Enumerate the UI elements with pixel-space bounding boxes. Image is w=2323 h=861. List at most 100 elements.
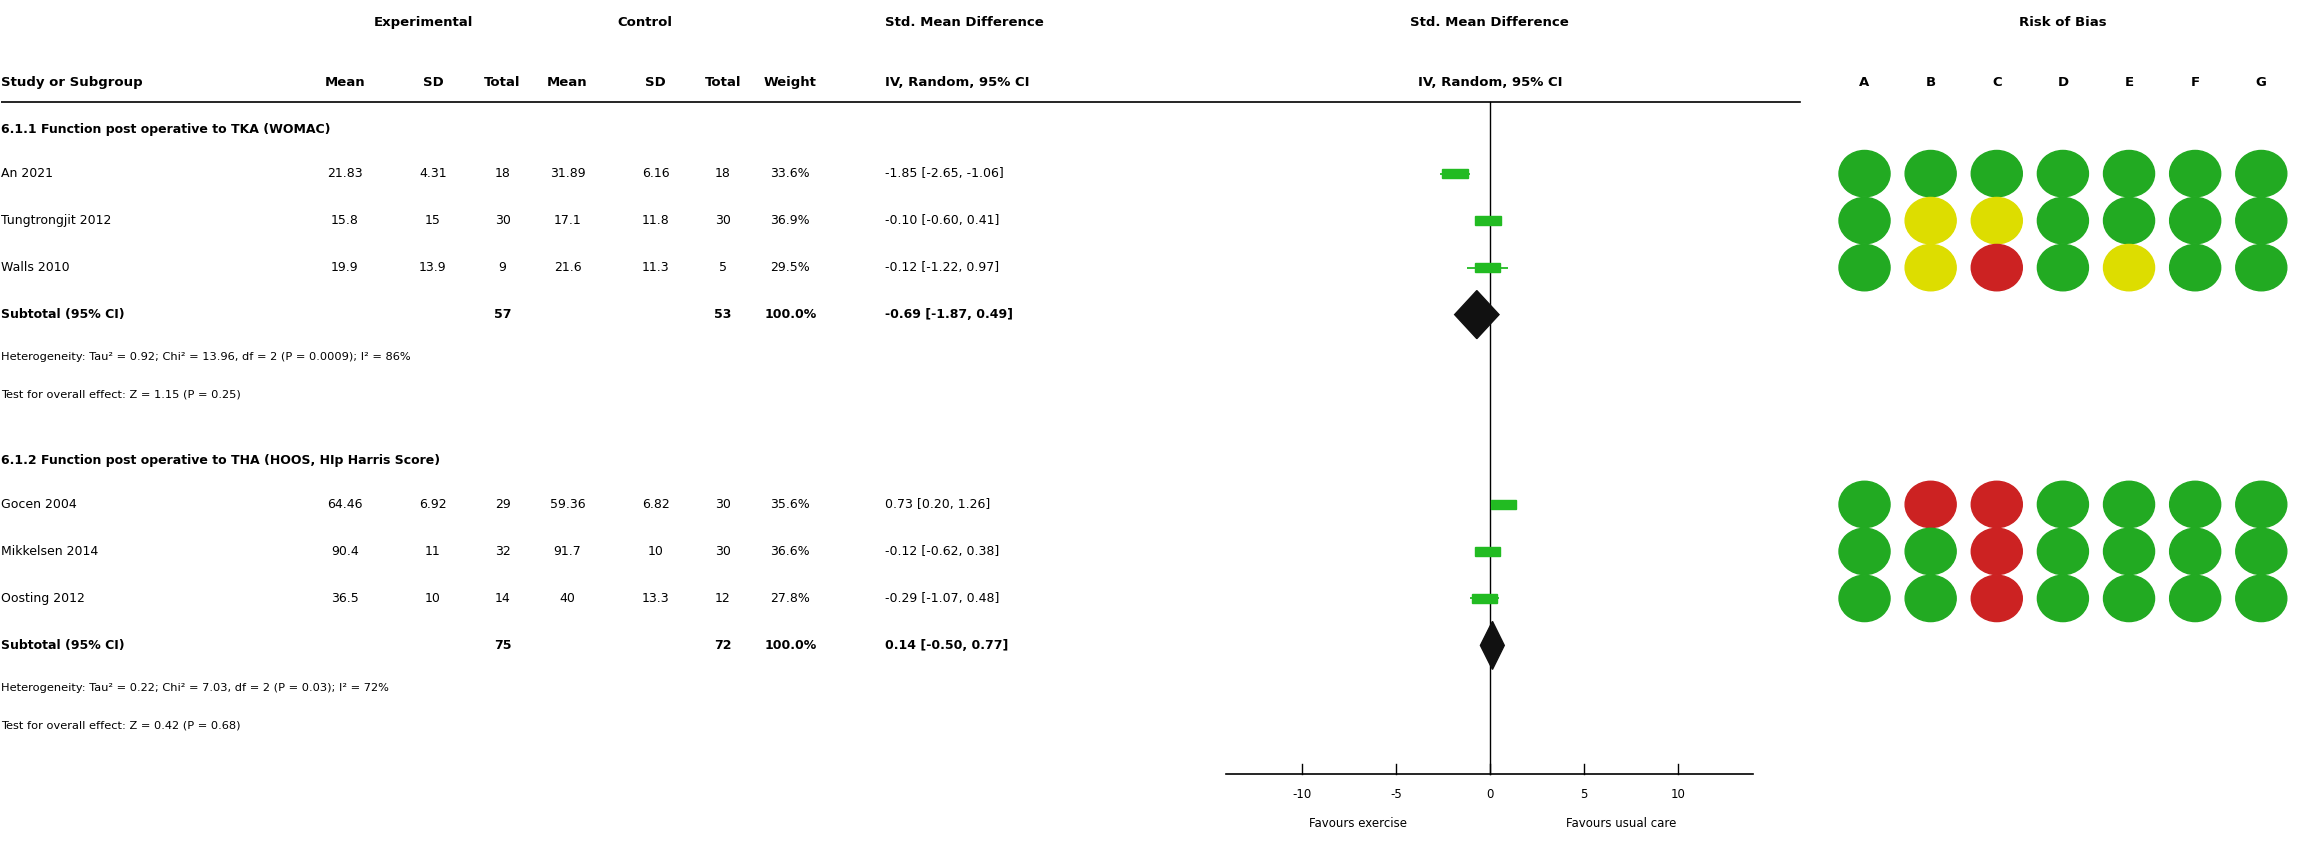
Text: IV, Random, 95% CI: IV, Random, 95% CI xyxy=(1417,77,1561,90)
Ellipse shape xyxy=(2037,151,2088,197)
Text: 57: 57 xyxy=(495,308,511,321)
Text: E: E xyxy=(2126,77,2133,90)
Ellipse shape xyxy=(2105,529,2153,574)
Text: -0.12 [-1.22, 0.97]: -0.12 [-1.22, 0.97] xyxy=(885,261,999,274)
Text: 75: 75 xyxy=(495,639,511,652)
Ellipse shape xyxy=(2170,151,2221,197)
Text: 6.82: 6.82 xyxy=(641,498,669,511)
Text: +: + xyxy=(2258,215,2265,226)
Text: 14: 14 xyxy=(495,592,511,605)
Text: 72: 72 xyxy=(713,639,732,652)
Bar xyxy=(1475,547,1501,556)
Ellipse shape xyxy=(2037,529,2088,574)
Text: 11.3: 11.3 xyxy=(641,261,669,274)
Ellipse shape xyxy=(1840,151,1891,197)
Text: 35.6%: 35.6% xyxy=(771,498,811,511)
Text: 4.31: 4.31 xyxy=(418,167,446,180)
Text: 0: 0 xyxy=(1487,788,1494,801)
Text: 33.6%: 33.6% xyxy=(771,167,811,180)
Text: Test for overall effect: Z = 1.15 (P = 0.25): Test for overall effect: Z = 1.15 (P = 0… xyxy=(2,390,242,400)
Ellipse shape xyxy=(2037,481,2088,528)
Text: Heterogeneity: Tau² = 0.92; Chi² = 13.96, df = 2 (P = 0.0009); I² = 86%: Heterogeneity: Tau² = 0.92; Chi² = 13.96… xyxy=(2,352,411,362)
Ellipse shape xyxy=(1972,197,2023,244)
Text: +: + xyxy=(1861,499,1870,510)
Text: 90.4: 90.4 xyxy=(330,545,358,558)
Text: Walls 2010: Walls 2010 xyxy=(2,261,70,274)
Text: ?: ? xyxy=(2126,263,2133,273)
Text: 18: 18 xyxy=(495,167,511,180)
Ellipse shape xyxy=(2170,245,2221,291)
Polygon shape xyxy=(1454,290,1498,338)
Ellipse shape xyxy=(1905,575,1956,622)
Text: Subtotal (95% CI): Subtotal (95% CI) xyxy=(2,639,125,652)
Text: 19.9: 19.9 xyxy=(330,261,358,274)
Text: +: + xyxy=(1926,593,1935,604)
Text: 29: 29 xyxy=(495,498,511,511)
Text: +: + xyxy=(1926,169,1935,178)
Text: 21.83: 21.83 xyxy=(328,167,362,180)
Text: -1.85 [-2.65, -1.06]: -1.85 [-2.65, -1.06] xyxy=(885,167,1004,180)
Text: -: - xyxy=(1995,593,1998,604)
Ellipse shape xyxy=(1905,197,1956,244)
Ellipse shape xyxy=(1972,151,2023,197)
Text: +: + xyxy=(2058,169,2067,178)
Text: ?: ? xyxy=(1928,215,1933,226)
Text: +: + xyxy=(2258,547,2265,556)
Bar xyxy=(1475,216,1501,226)
Ellipse shape xyxy=(1840,575,1891,622)
Text: +: + xyxy=(2058,593,2067,604)
Ellipse shape xyxy=(1972,481,2023,528)
Ellipse shape xyxy=(1840,481,1891,528)
Text: -0.29 [-1.07, 0.48]: -0.29 [-1.07, 0.48] xyxy=(885,592,999,605)
Text: 21.6: 21.6 xyxy=(553,261,581,274)
Text: +: + xyxy=(2058,215,2067,226)
Ellipse shape xyxy=(1972,529,2023,574)
Ellipse shape xyxy=(2105,575,2153,622)
Text: +: + xyxy=(1861,593,1870,604)
Text: F: F xyxy=(2191,77,2200,90)
Text: 10: 10 xyxy=(425,592,441,605)
Text: 27.8%: 27.8% xyxy=(771,592,811,605)
Text: SD: SD xyxy=(646,77,667,90)
Text: An 2021: An 2021 xyxy=(2,167,53,180)
Text: D: D xyxy=(2058,77,2067,90)
Ellipse shape xyxy=(2235,575,2286,622)
Text: 53: 53 xyxy=(713,308,732,321)
Text: +: + xyxy=(1993,169,2000,178)
Text: +: + xyxy=(1861,169,1870,178)
Text: B: B xyxy=(1926,77,1935,90)
Text: -: - xyxy=(1995,547,1998,556)
Text: 13.9: 13.9 xyxy=(418,261,446,274)
Bar xyxy=(1443,169,1468,178)
Ellipse shape xyxy=(2235,245,2286,291)
Text: SD: SD xyxy=(423,77,444,90)
Text: +: + xyxy=(2126,215,2133,226)
Text: 13.3: 13.3 xyxy=(641,592,669,605)
Text: 10: 10 xyxy=(648,545,664,558)
Text: 11: 11 xyxy=(425,545,441,558)
Ellipse shape xyxy=(2105,481,2153,528)
Ellipse shape xyxy=(1972,245,2023,291)
Text: 6.92: 6.92 xyxy=(418,498,446,511)
Polygon shape xyxy=(1480,622,1505,670)
Text: +: + xyxy=(1861,547,1870,556)
Ellipse shape xyxy=(2235,197,2286,244)
Text: Study or Subgroup: Study or Subgroup xyxy=(2,77,144,90)
Text: Weight: Weight xyxy=(764,77,818,90)
Ellipse shape xyxy=(2235,481,2286,528)
Text: +: + xyxy=(2258,169,2265,178)
Text: 18: 18 xyxy=(715,167,732,180)
Text: -: - xyxy=(1995,499,1998,510)
Text: 36.5: 36.5 xyxy=(330,592,358,605)
Text: Total: Total xyxy=(704,77,741,90)
Ellipse shape xyxy=(2170,197,2221,244)
Ellipse shape xyxy=(1840,197,1891,244)
Ellipse shape xyxy=(2037,245,2088,291)
Text: Subtotal (95% CI): Subtotal (95% CI) xyxy=(2,308,125,321)
Text: 40: 40 xyxy=(560,592,576,605)
Text: 91.7: 91.7 xyxy=(553,545,581,558)
Text: Gocen 2004: Gocen 2004 xyxy=(2,498,77,511)
Text: 36.9%: 36.9% xyxy=(771,214,811,227)
Ellipse shape xyxy=(2235,151,2286,197)
Text: Tungtrongjit 2012: Tungtrongjit 2012 xyxy=(2,214,112,227)
